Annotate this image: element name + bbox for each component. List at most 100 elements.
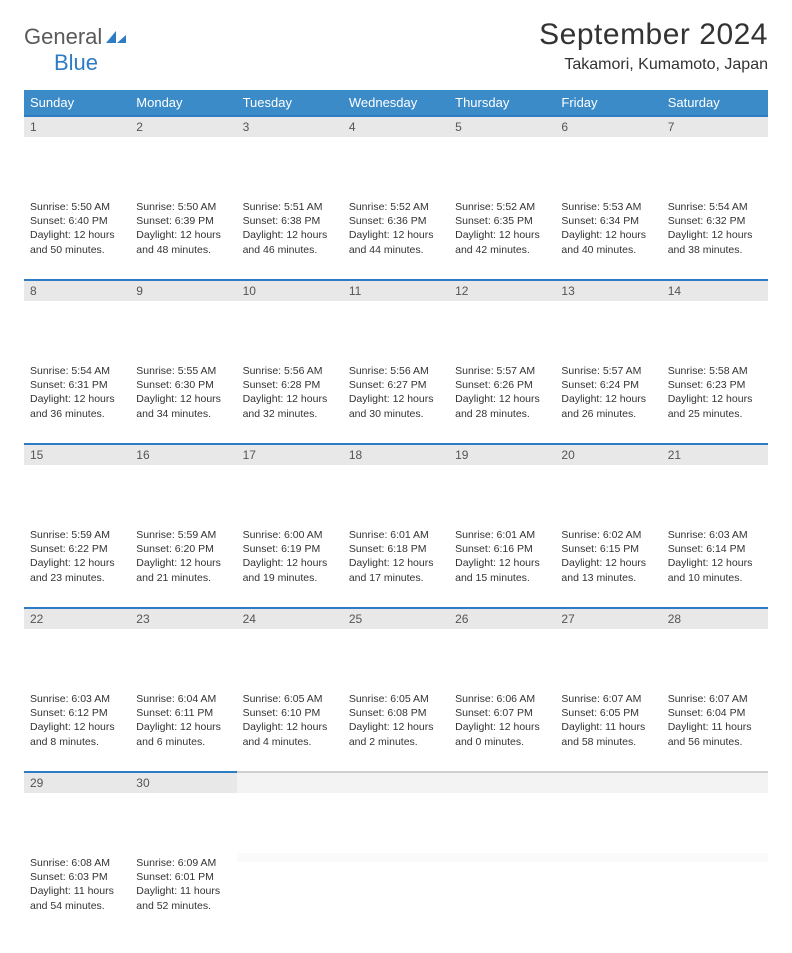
sunset-line: Sunset: 6:35 PM (455, 214, 549, 228)
sunset-line: Sunset: 6:22 PM (30, 542, 124, 556)
week-row: Sunrise: 5:50 AMSunset: 6:40 PM Daylight:… (24, 197, 768, 279)
weekday-header: Tuesday (237, 90, 343, 115)
sunrise-line: Sunrise: 5:59 AM (136, 528, 230, 542)
day-number: 20 (555, 443, 661, 465)
daynum-row: 1234567 (24, 115, 768, 197)
day-number: 9 (130, 279, 236, 301)
day-cell: Sunrise: 6:09 AMSunset: 6:01 PMDaylight:… (130, 853, 236, 919)
day-number: 15 (24, 443, 130, 465)
day-cell: Sunrise: 5:58 AMSunset: 6:23 PMDaylight:… (662, 361, 768, 427)
sunset-line: Sunset: 6:39 PM (136, 214, 230, 228)
weekday-header: Sunday (24, 90, 130, 115)
day-number: 11 (343, 279, 449, 301)
day-number: 26 (449, 607, 555, 629)
sunset-line: Sunset: 6:24 PM (561, 378, 655, 392)
sunrise-line: Sunrise: 6:05 AM (243, 692, 337, 706)
daylight-line: Daylight: 12 hours and 23 minutes. (30, 556, 124, 584)
sunrise-line: Sunrise: 5:52 AM (455, 200, 549, 214)
sunset-line: Sunset: 6:18 PM (349, 542, 443, 556)
sunset-line: Sunset: 6:38 PM (243, 214, 337, 228)
day-cell (662, 853, 768, 862)
weekday-header: Wednesday (343, 90, 449, 115)
day-cell: Sunrise: 6:05 AMSunset: 6:10 PMDaylight:… (237, 689, 343, 755)
day-cell: Sunrise: 5:59 AMSunset: 6:22 PMDaylight:… (24, 525, 130, 591)
day-cell: Sunrise: 6:03 AMSunset: 6:12 PMDaylight:… (24, 689, 130, 755)
weekday-header: Saturday (662, 90, 768, 115)
daylight-line: Daylight: 12 hours and 15 minutes. (455, 556, 549, 584)
day-number: 19 (449, 443, 555, 465)
day-cell: Sunrise: 6:05 AMSunset: 6:08 PMDaylight:… (343, 689, 449, 755)
day-cell: Sunrise: 5:57 AMSunset: 6:26 PMDaylight:… (449, 361, 555, 427)
day-cell: Sunrise: 5:50 AMSunset: 6:40 PMDaylight:… (24, 197, 130, 263)
daylight-line: Daylight: 11 hours and 56 minutes. (668, 720, 762, 748)
day-number: 27 (555, 607, 661, 629)
sunset-line: Sunset: 6:30 PM (136, 378, 230, 392)
daylight-line: Daylight: 12 hours and 25 minutes. (668, 392, 762, 420)
sunset-line: Sunset: 6:01 PM (136, 870, 230, 884)
sunrise-line: Sunrise: 5:54 AM (668, 200, 762, 214)
sunrise-line: Sunrise: 5:51 AM (243, 200, 337, 214)
day-cell: Sunrise: 6:00 AMSunset: 6:19 PMDaylight:… (237, 525, 343, 591)
sunset-line: Sunset: 6:03 PM (30, 870, 124, 884)
daylight-line: Daylight: 11 hours and 54 minutes. (30, 884, 124, 912)
day-cell: Sunrise: 5:57 AMSunset: 6:24 PMDaylight:… (555, 361, 661, 427)
daylight-line: Daylight: 12 hours and 32 minutes. (243, 392, 337, 420)
sunrise-line: Sunrise: 5:50 AM (30, 200, 124, 214)
daylight-line: Daylight: 12 hours and 13 minutes. (561, 556, 655, 584)
daylight-line: Daylight: 12 hours and 10 minutes. (668, 556, 762, 584)
sunrise-line: Sunrise: 5:56 AM (349, 364, 443, 378)
sunrise-line: Sunrise: 5:55 AM (136, 364, 230, 378)
sunset-line: Sunset: 6:04 PM (668, 706, 762, 720)
sunrise-line: Sunrise: 6:01 AM (455, 528, 549, 542)
sunrise-line: Sunrise: 5:54 AM (30, 364, 124, 378)
day-number: 8 (24, 279, 130, 301)
sunset-line: Sunset: 6:05 PM (561, 706, 655, 720)
day-number: 16 (130, 443, 236, 465)
sunset-line: Sunset: 6:31 PM (30, 378, 124, 392)
weekday-header-row: Sunday Monday Tuesday Wednesday Thursday… (24, 90, 768, 115)
day-number (449, 771, 555, 793)
sunset-line: Sunset: 6:08 PM (349, 706, 443, 720)
sunset-line: Sunset: 6:27 PM (349, 378, 443, 392)
sunset-line: Sunset: 6:36 PM (349, 214, 443, 228)
day-cell: Sunrise: 5:51 AMSunset: 6:38 PMDaylight:… (237, 197, 343, 263)
sunrise-line: Sunrise: 5:58 AM (668, 364, 762, 378)
day-cell: Sunrise: 6:03 AMSunset: 6:14 PMDaylight:… (662, 525, 768, 591)
day-number: 13 (555, 279, 661, 301)
day-cell: Sunrise: 6:04 AMSunset: 6:11 PMDaylight:… (130, 689, 236, 755)
sunset-line: Sunset: 6:19 PM (243, 542, 337, 556)
logo: General (24, 18, 130, 50)
logo-text-blue: Blue (54, 50, 98, 76)
day-cell: Sunrise: 5:55 AMSunset: 6:30 PMDaylight:… (130, 361, 236, 427)
location: Takamori, Kumamoto, Japan (539, 56, 768, 74)
day-cell: Sunrise: 6:07 AMSunset: 6:04 PMDaylight:… (662, 689, 768, 755)
sunset-line: Sunset: 6:40 PM (30, 214, 124, 228)
sunset-line: Sunset: 6:16 PM (455, 542, 549, 556)
daylight-line: Daylight: 12 hours and 21 minutes. (136, 556, 230, 584)
day-number (237, 771, 343, 793)
sunset-line: Sunset: 6:26 PM (455, 378, 549, 392)
sunset-line: Sunset: 6:20 PM (136, 542, 230, 556)
day-cell: Sunrise: 6:01 AMSunset: 6:18 PMDaylight:… (343, 525, 449, 591)
day-number (343, 771, 449, 793)
logo-sail-icon (104, 29, 128, 45)
day-cell: Sunrise: 5:53 AMSunset: 6:34 PMDaylight:… (555, 197, 661, 263)
sunset-line: Sunset: 6:32 PM (668, 214, 762, 228)
logo-text-general: General (24, 24, 102, 50)
day-number: 24 (237, 607, 343, 629)
week-row: Sunrise: 6:03 AMSunset: 6:12 PMDaylight:… (24, 689, 768, 771)
daylight-line: Daylight: 12 hours and 44 minutes. (349, 228, 443, 256)
day-number: 17 (237, 443, 343, 465)
day-number: 29 (24, 771, 130, 793)
daylight-line: Daylight: 12 hours and 19 minutes. (243, 556, 337, 584)
day-number: 21 (662, 443, 768, 465)
sunrise-line: Sunrise: 5:57 AM (455, 364, 549, 378)
daylight-line: Daylight: 12 hours and 8 minutes. (30, 720, 124, 748)
day-cell: Sunrise: 6:02 AMSunset: 6:15 PMDaylight:… (555, 525, 661, 591)
week-row: Sunrise: 6:08 AMSunset: 6:03 PMDaylight:… (24, 853, 768, 935)
day-cell: Sunrise: 6:01 AMSunset: 6:16 PMDaylight:… (449, 525, 555, 591)
daylight-line: Daylight: 12 hours and 38 minutes. (668, 228, 762, 256)
day-cell: Sunrise: 5:59 AMSunset: 6:20 PMDaylight:… (130, 525, 236, 591)
sunrise-line: Sunrise: 6:05 AM (349, 692, 443, 706)
day-cell: Sunrise: 5:54 AMSunset: 6:31 PMDaylight:… (24, 361, 130, 427)
